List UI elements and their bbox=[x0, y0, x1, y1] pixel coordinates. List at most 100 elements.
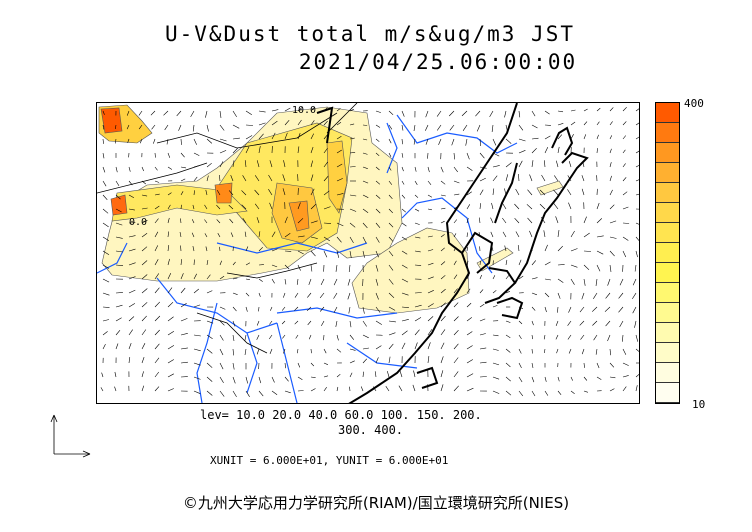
wind-arrow bbox=[271, 278, 275, 284]
wind-arrow bbox=[555, 320, 559, 327]
wind-arrow bbox=[154, 180, 160, 183]
wind-arrow bbox=[115, 194, 121, 200]
wind-arrow bbox=[531, 320, 534, 326]
wind-arrow bbox=[193, 390, 201, 394]
wind-arrow bbox=[440, 342, 445, 350]
wind-arrow bbox=[323, 190, 330, 196]
wind-arrow bbox=[553, 189, 559, 196]
wind-arrow bbox=[320, 278, 325, 286]
colorbar-min-label: 10 bbox=[692, 398, 706, 411]
wind-arrow bbox=[349, 222, 356, 228]
wind-arrow bbox=[583, 376, 588, 381]
wind-arrow bbox=[310, 264, 313, 272]
wind-arrow bbox=[141, 180, 146, 185]
wind-arrow bbox=[518, 362, 522, 369]
wind-arrow bbox=[440, 180, 446, 185]
wind-arrow bbox=[268, 174, 273, 182]
wind-arrow bbox=[294, 306, 299, 311]
wind-arrow bbox=[544, 292, 550, 298]
wind-arrow bbox=[479, 166, 487, 169]
wind-arrow bbox=[167, 287, 173, 294]
wind-arrow bbox=[427, 235, 433, 238]
colorbar-band bbox=[656, 243, 679, 263]
wind-arrow bbox=[258, 390, 264, 397]
wind-arrow bbox=[492, 275, 496, 280]
wind-arrow bbox=[609, 135, 613, 140]
colorbar-band bbox=[656, 203, 679, 223]
wind-arrow bbox=[154, 245, 159, 252]
wind-arrow bbox=[427, 329, 433, 336]
wind-arrow bbox=[139, 138, 143, 144]
wind-arrow bbox=[596, 264, 601, 272]
wind-arrow bbox=[518, 124, 524, 131]
wind-arrow bbox=[401, 166, 404, 172]
wind-arrow bbox=[531, 260, 537, 266]
wind-arrow bbox=[219, 306, 226, 310]
wind-arrow bbox=[206, 138, 213, 144]
wind-arrow bbox=[557, 146, 560, 154]
wind-arrow bbox=[349, 334, 355, 340]
colorbar-band bbox=[656, 123, 679, 143]
wind-arrow bbox=[567, 320, 572, 326]
colorbar bbox=[655, 102, 680, 404]
wind-arrow bbox=[297, 250, 304, 255]
colorbar-band bbox=[656, 143, 679, 163]
wind-arrow bbox=[375, 236, 380, 243]
wind-arrow bbox=[102, 180, 107, 187]
wind-arrow bbox=[448, 110, 455, 117]
wind-arrow bbox=[440, 329, 446, 336]
wind-arrow bbox=[619, 320, 624, 328]
colorbar-band bbox=[656, 283, 679, 303]
colorbar-band bbox=[656, 363, 679, 383]
wind-arrow bbox=[310, 376, 316, 378]
wind-arrow bbox=[206, 274, 211, 280]
wind-arrow bbox=[518, 259, 522, 266]
wind-arrow bbox=[518, 275, 524, 280]
wind-arrow bbox=[567, 334, 572, 340]
wind-arrow bbox=[349, 372, 353, 378]
wind-arrow bbox=[323, 107, 328, 112]
wind-arrow bbox=[438, 138, 442, 146]
wind-arrow bbox=[254, 175, 260, 182]
wind-arrow bbox=[348, 264, 351, 273]
wind-arrow bbox=[539, 203, 546, 210]
wind-arrow bbox=[102, 319, 110, 322]
wind-arrow bbox=[607, 334, 611, 342]
wind-arrow bbox=[635, 179, 639, 182]
wind-arrow bbox=[217, 233, 221, 238]
wind-arrow bbox=[570, 248, 578, 252]
wind-arrow bbox=[271, 390, 278, 396]
wind-arrow bbox=[427, 208, 432, 211]
wind-arrow bbox=[336, 250, 340, 258]
wind-arrow bbox=[256, 334, 260, 340]
wind-arrow bbox=[453, 343, 459, 350]
wind-arrow bbox=[531, 160, 534, 168]
wind-arrow bbox=[166, 138, 169, 145]
wind-arrow bbox=[284, 390, 291, 394]
wind-arrow bbox=[453, 152, 455, 160]
wind-arrow bbox=[555, 334, 559, 340]
wind-arrow bbox=[336, 108, 341, 112]
wind-arrow bbox=[323, 175, 329, 182]
wind-arrow bbox=[180, 318, 188, 322]
wind-arrow bbox=[336, 236, 342, 243]
wind-arrow bbox=[557, 230, 560, 238]
wind-arrow bbox=[256, 160, 260, 168]
wind-arrow bbox=[297, 376, 303, 380]
wind-arrow bbox=[531, 137, 539, 140]
wind-arrow bbox=[167, 316, 174, 322]
wind-arrow bbox=[362, 371, 364, 378]
wind-arrow bbox=[451, 138, 455, 146]
wind-arrow bbox=[349, 250, 352, 258]
wind-arrow bbox=[518, 376, 523, 383]
wind-arrow bbox=[505, 362, 511, 368]
wind-arrow bbox=[388, 180, 393, 185]
wind-arrow bbox=[323, 161, 328, 168]
wind-arrow bbox=[607, 278, 611, 286]
wind-arrow bbox=[492, 390, 500, 394]
wind-arrow bbox=[427, 276, 434, 280]
wind-arrow bbox=[490, 217, 494, 224]
wind-arrow bbox=[283, 292, 286, 298]
wind-arrow bbox=[102, 292, 110, 296]
wind-arrow bbox=[568, 306, 572, 313]
